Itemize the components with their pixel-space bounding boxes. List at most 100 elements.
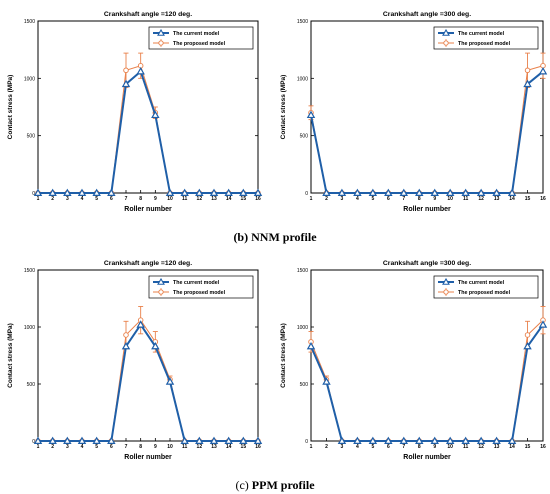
x-tick-label: 14	[509, 444, 515, 450]
current-model-point	[121, 79, 131, 88]
x-tick-label: 14	[226, 444, 232, 450]
x-tick-label: 10	[447, 444, 453, 450]
x-axis-label: Roller number	[403, 206, 451, 213]
x-tick-label: 11	[463, 196, 469, 202]
current-model-point	[492, 188, 501, 196]
y-tick-label: 0	[32, 439, 35, 445]
proposed-model-line	[310, 319, 544, 442]
x-tick-label: 5	[371, 444, 374, 450]
x-tick-label: 4	[356, 196, 359, 202]
current-model-point	[165, 377, 175, 385]
y-tick-label: 0	[305, 191, 308, 197]
x-tick-label: 11	[182, 444, 188, 450]
current-model-point	[224, 188, 233, 196]
current-model-point	[399, 188, 409, 196]
current-model-point	[384, 188, 393, 196]
current-model-point	[92, 436, 101, 444]
y-tick-label: 1500	[24, 268, 35, 274]
x-tick-label: 9	[433, 196, 436, 202]
chart-title: Crankshaft angle =300 deg.	[383, 11, 471, 18]
legend-box	[148, 26, 254, 50]
legend: The current model The proposed model	[433, 26, 539, 50]
x-axis-label: Roller number	[403, 454, 451, 461]
current-model-point	[306, 341, 316, 350]
y-tick-label: 500	[27, 382, 36, 388]
x-tick-label: 13	[211, 444, 217, 450]
current-model-point	[538, 67, 548, 75]
current-model-point	[445, 188, 455, 196]
legend: The current model The proposed model	[433, 275, 539, 299]
caption-ppm-profile: (c) PPM profile	[0, 478, 550, 493]
x-tick-label: 8	[139, 444, 142, 450]
x-tick-label: 4	[81, 444, 84, 450]
legend-marker	[443, 40, 449, 46]
x-tick-label: 10	[167, 196, 173, 202]
x-tick-label: 16	[540, 444, 546, 450]
current-model-point	[368, 188, 378, 196]
current-model-point	[209, 188, 219, 196]
x-tick-label: 5	[95, 196, 98, 202]
x-tick-label: 6	[387, 444, 390, 450]
current-model-point	[476, 188, 486, 196]
current-model-point	[77, 436, 87, 444]
caption-nnm-profile: (b) NNM profile	[0, 230, 550, 245]
current-model-point	[430, 436, 439, 444]
current-model-point	[461, 436, 470, 444]
current-model-point	[136, 67, 145, 75]
chart-title: Crankshaft angle =120 deg.	[104, 260, 192, 267]
current-model-point	[239, 436, 248, 444]
current-model-point	[224, 436, 233, 444]
legend-label: The proposed model	[173, 41, 226, 47]
legend-box	[433, 26, 539, 50]
legend-label: The proposed model	[173, 290, 226, 296]
legend-label: The current model	[458, 280, 505, 286]
x-axis-label: Roller number	[124, 206, 172, 213]
y-tick-label: 0	[32, 191, 35, 197]
current-model-point	[63, 436, 72, 444]
current-model-point	[399, 436, 409, 444]
current-model-point	[353, 436, 362, 444]
current-model-point	[507, 188, 517, 196]
current-model-point	[322, 188, 331, 196]
x-tick-label: 1	[310, 444, 313, 450]
x-tick-label: 8	[418, 196, 421, 202]
x-tick-label: 3	[66, 444, 69, 450]
current-model-line	[310, 324, 544, 442]
current-model-line	[310, 70, 544, 194]
current-model-point	[306, 110, 316, 119]
legend-marker	[158, 289, 164, 295]
current-model-point	[209, 436, 219, 444]
legend-marker	[442, 277, 450, 285]
current-model-point	[476, 436, 486, 444]
current-model-point	[48, 188, 57, 196]
x-tick-label: 7	[402, 196, 405, 202]
proposed-model-line	[38, 65, 258, 194]
current-model-point	[368, 436, 378, 444]
caption-letter: (b)	[233, 230, 249, 244]
current-model-point	[337, 188, 347, 196]
x-tick-label: 14	[509, 196, 515, 202]
legend-marker	[157, 277, 165, 285]
caption-text: NNM profile	[251, 230, 317, 244]
legend-marker	[442, 28, 450, 36]
proposed-model-point	[123, 332, 129, 338]
proposed-model-point	[524, 332, 531, 338]
proposed-model-point	[524, 67, 531, 74]
x-tick-label: 7	[402, 444, 405, 450]
current-model-point	[461, 188, 470, 196]
x-tick-label: 7	[125, 444, 128, 450]
y-tick-label: 1500	[297, 268, 308, 274]
current-model-point	[337, 436, 347, 444]
x-tick-label: 1	[37, 444, 40, 450]
y-tick-label: 1500	[297, 19, 308, 25]
current-model-point	[353, 188, 362, 196]
x-tick-label: 11	[182, 196, 188, 202]
current-model-point	[63, 188, 72, 196]
x-tick-label: 2	[325, 444, 328, 450]
x-tick-label: 8	[139, 196, 142, 202]
current-model-point	[523, 79, 532, 88]
current-model-point	[180, 436, 189, 444]
current-model-point	[384, 436, 393, 444]
